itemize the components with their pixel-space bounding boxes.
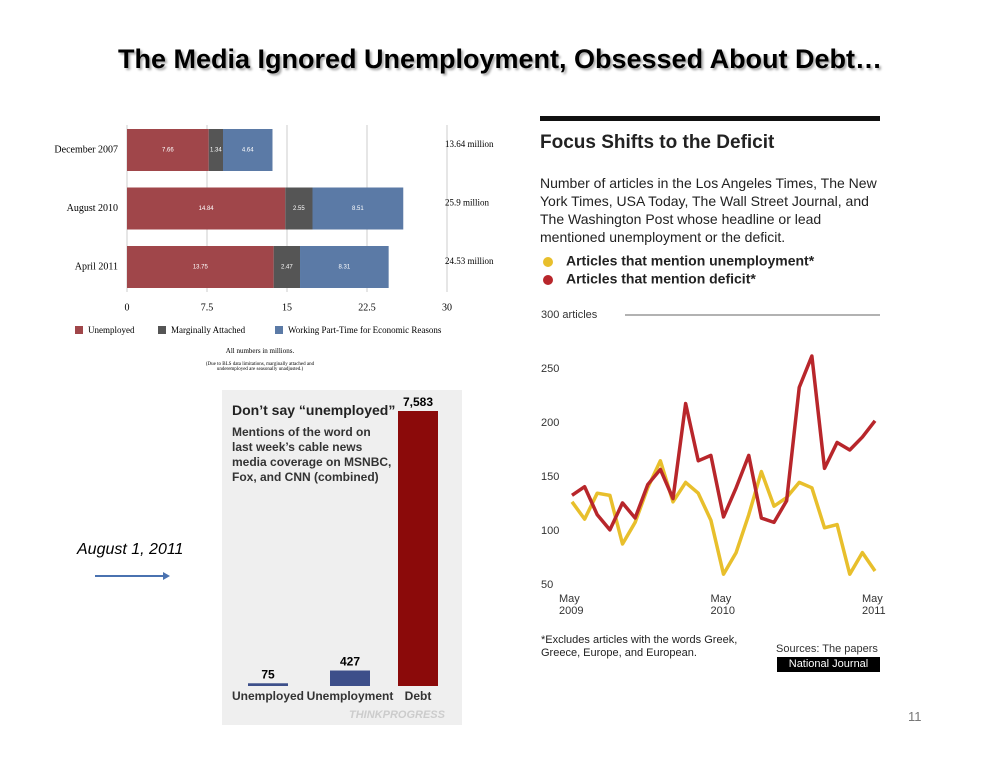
x-tick-label: 30 <box>442 302 452 313</box>
value-label: 75 <box>261 667 275 681</box>
value-label: 1.34 <box>210 148 222 154</box>
category-label: December 2007 <box>54 144 118 155</box>
total-label: 25.9 million <box>445 198 490 208</box>
x-tick-label: May 2011 <box>862 593 886 617</box>
category-label: Debt <box>405 689 432 703</box>
line-series <box>570 459 877 576</box>
slide-title: The Media Ignored Unemployment, Obsessed… <box>117 44 883 74</box>
value-label: 7.66 <box>162 148 174 154</box>
bar-segment <box>312 187 404 230</box>
legend-swatch <box>275 326 283 334</box>
y-tick-label: 300 articles <box>541 309 598 321</box>
chart-subtitle: Mentions of the word on last week’s cabl… <box>232 425 392 484</box>
x-tick-label: 15 <box>282 302 292 313</box>
bar <box>248 683 288 686</box>
legend-swatch <box>75 326 83 334</box>
title-rule <box>540 116 880 121</box>
chart-title: Don’t say “unemployed” <box>232 402 396 418</box>
value-label: 13.75 <box>193 265 209 271</box>
annotation: August 1, 2011 <box>77 541 184 558</box>
x-tick-label: May 2010 <box>710 593 735 617</box>
bar-segment <box>208 129 223 171</box>
y-tick-label: 250 <box>541 363 559 375</box>
note: All numbers in millions. <box>225 347 295 355</box>
bar <box>330 670 370 686</box>
legend-label: Articles that mention unemployment* <box>566 253 815 269</box>
legend-marker <box>543 257 553 267</box>
page-number: 11 <box>908 709 922 724</box>
legend-swatch <box>158 326 166 334</box>
value-label: 7,583 <box>403 395 433 409</box>
bar-segment <box>223 129 273 171</box>
value-label: 8.31 <box>338 265 350 271</box>
bar-segment <box>127 246 274 288</box>
bar-segment <box>127 187 286 230</box>
total-label: 13.64 million <box>445 139 494 149</box>
y-tick-label: 50 <box>541 579 553 591</box>
value-label: 427 <box>340 655 360 669</box>
total-label: 24.53 million <box>445 256 494 266</box>
legend-marker <box>543 275 553 285</box>
bar-segment <box>300 246 389 288</box>
y-tick-label: 100 <box>541 525 559 537</box>
source: THINKPROGRESS <box>349 709 446 721</box>
category-label: Unemployed <box>232 689 304 703</box>
source: Sources: The papers <box>776 643 878 655</box>
x-tick-label: 0 <box>125 302 130 313</box>
publisher: National Journal <box>777 657 880 672</box>
category-label: August 2010 <box>67 203 118 214</box>
x-tick-label: 22.5 <box>358 302 376 313</box>
x-tick-label: May 2009 <box>559 593 584 617</box>
category-label: Unemployment <box>307 689 394 703</box>
value-label: 14.84 <box>199 206 215 212</box>
bar <box>398 411 438 686</box>
note: (Due to BLS data limitations, marginally… <box>205 362 315 372</box>
legend-label: Unemployed <box>88 325 135 335</box>
arrow-head <box>163 572 170 580</box>
chart-subtitle: Number of articles in the Los Angeles Ti… <box>540 175 877 245</box>
line-series <box>571 354 877 532</box>
x-tick-label: 7.5 <box>201 302 214 313</box>
y-tick-label: 150 <box>541 471 559 483</box>
value-label: 4.64 <box>242 148 254 154</box>
bar-segment <box>127 129 209 171</box>
footnote: *Excludes articles with the words Greek,… <box>541 634 738 659</box>
legend-label: Marginally Attached <box>171 325 246 335</box>
legend-label: Articles that mention deficit* <box>566 271 756 287</box>
chart-title: Focus Shifts to the Deficit <box>540 132 775 153</box>
value-label: 2.55 <box>293 206 305 212</box>
bar-segment <box>285 187 313 230</box>
category-label: April 2011 <box>75 261 118 272</box>
legend-label: Working Part-Time for Economic Reasons <box>288 325 442 335</box>
bar-segment <box>273 246 301 288</box>
y-tick-label: 200 <box>541 417 559 429</box>
value-label: 8.51 <box>352 206 364 212</box>
value-label: 2.47 <box>281 265 293 271</box>
